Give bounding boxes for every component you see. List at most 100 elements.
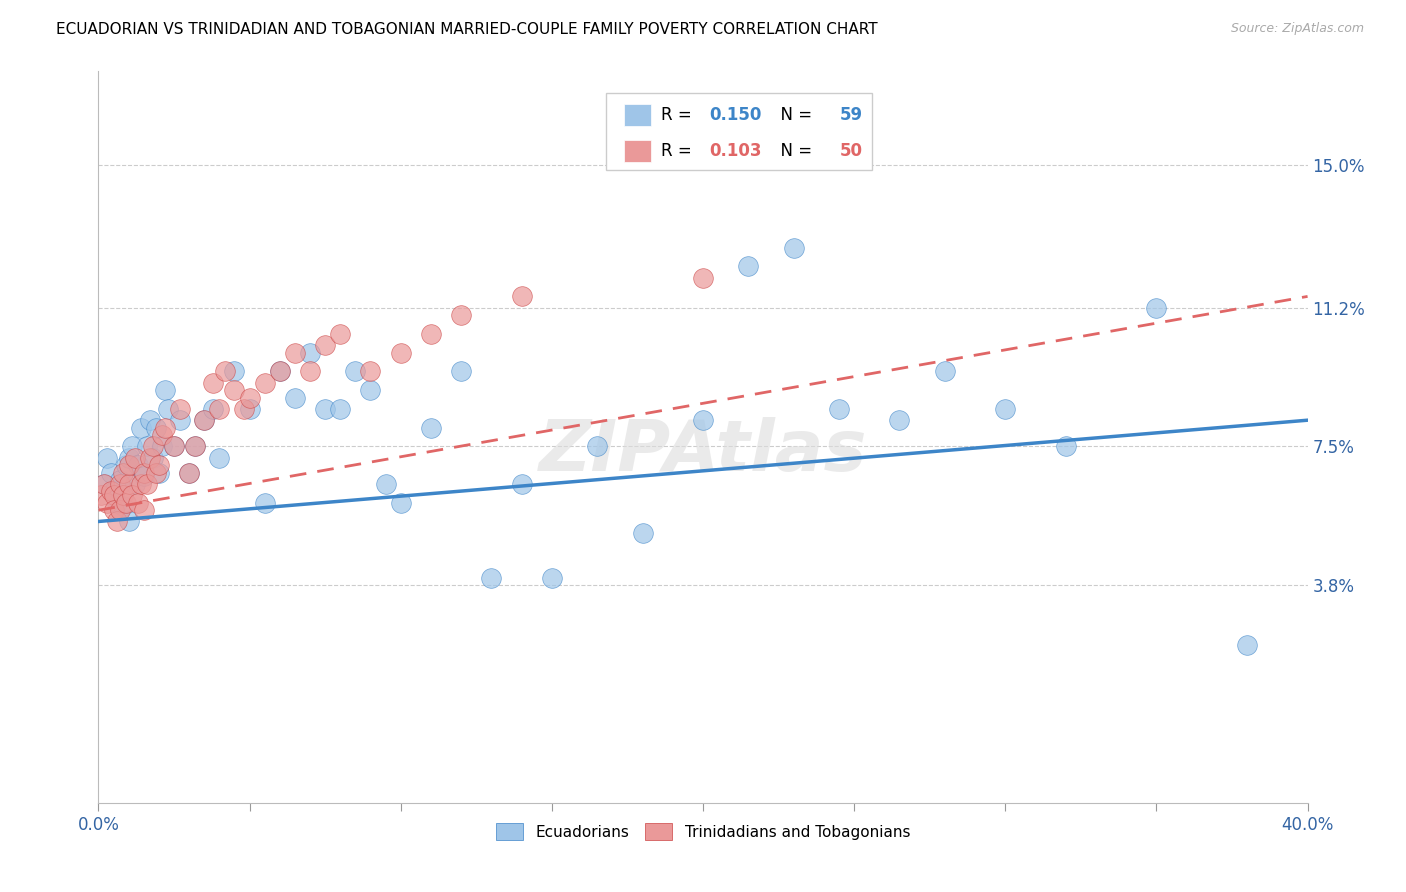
Point [269, 364, 291, 378]
Point [111, 466, 134, 480]
Point [450, 364, 472, 378]
Point [132, 466, 155, 480]
Point [118, 477, 141, 491]
Point [208, 450, 231, 465]
Point [994, 401, 1017, 416]
Text: ECUADORIAN VS TRINIDADIAN AND TOBAGONIAN MARRIED-COUPLE FAMILY POVERTY CORRELATI: ECUADORIAN VS TRINIDADIAN AND TOBAGONIAN… [56, 22, 877, 37]
Point [108, 503, 131, 517]
Point [586, 440, 609, 454]
Point [202, 376, 225, 390]
Point [1054, 440, 1077, 454]
Point [114, 458, 136, 473]
Point [93, 477, 115, 491]
Point [540, 571, 562, 585]
Point [135, 440, 157, 454]
Point [828, 401, 851, 416]
Point [329, 326, 352, 341]
Point [179, 466, 201, 480]
Point [510, 289, 533, 303]
Point [124, 477, 146, 491]
Point [299, 364, 322, 378]
Point [111, 488, 134, 502]
Point [299, 345, 322, 359]
Point [139, 450, 162, 465]
Point [1144, 301, 1167, 315]
Point [103, 488, 125, 502]
Point [121, 488, 143, 502]
Point [114, 496, 136, 510]
Point [127, 496, 149, 510]
Point [153, 420, 176, 434]
Bar [624, 103, 651, 126]
Point [148, 466, 170, 480]
Point [692, 270, 714, 285]
Legend: Ecuadorians, Trinidadians and Tobagonians: Ecuadorians, Trinidadians and Tobagonian… [489, 816, 917, 847]
Point [124, 450, 146, 465]
Point [129, 420, 152, 434]
Point [420, 420, 443, 434]
Point [105, 496, 128, 510]
Point [169, 413, 191, 427]
Point [179, 466, 201, 480]
Text: 59: 59 [839, 106, 863, 124]
Text: 50: 50 [839, 142, 863, 160]
Point [420, 326, 443, 341]
Point [374, 477, 396, 491]
Point [232, 401, 254, 416]
Point [692, 413, 714, 427]
FancyBboxPatch shape [606, 94, 872, 170]
Point [481, 571, 503, 585]
Point [344, 364, 367, 378]
Text: R =: R = [661, 106, 697, 124]
Point [111, 500, 134, 514]
Point [100, 466, 122, 480]
Point [450, 308, 472, 322]
Point [118, 515, 141, 529]
Point [108, 477, 131, 491]
Point [118, 458, 141, 473]
Point [169, 401, 191, 416]
Text: N =: N = [769, 142, 817, 160]
Point [132, 503, 155, 517]
Point [108, 473, 131, 487]
Point [193, 413, 215, 427]
Point [202, 401, 225, 416]
Point [253, 376, 276, 390]
Point [148, 458, 170, 473]
Point [737, 260, 759, 274]
Text: 0.150: 0.150 [709, 106, 762, 124]
Point [105, 515, 128, 529]
Point [631, 525, 654, 540]
Point [889, 413, 911, 427]
Point [163, 440, 186, 454]
Point [156, 401, 179, 416]
Point [269, 364, 291, 378]
Point [329, 401, 352, 416]
Point [132, 469, 155, 483]
Point [783, 241, 806, 255]
Point [314, 401, 336, 416]
Point [129, 477, 152, 491]
Point [239, 391, 262, 405]
Point [214, 364, 236, 378]
Point [139, 413, 162, 427]
Point [510, 477, 533, 491]
Point [96, 450, 118, 465]
Point [150, 428, 173, 442]
Point [193, 413, 215, 427]
Point [150, 440, 173, 454]
Point [142, 440, 165, 454]
Point [184, 440, 207, 454]
Point [284, 391, 307, 405]
Point [93, 477, 115, 491]
Point [103, 484, 125, 499]
Point [239, 401, 262, 416]
Point [145, 420, 167, 434]
Point [360, 383, 382, 397]
Point [103, 503, 125, 517]
Point [145, 466, 167, 480]
Text: R =: R = [661, 142, 697, 160]
Point [135, 477, 157, 491]
Point [360, 364, 382, 378]
Point [253, 496, 276, 510]
